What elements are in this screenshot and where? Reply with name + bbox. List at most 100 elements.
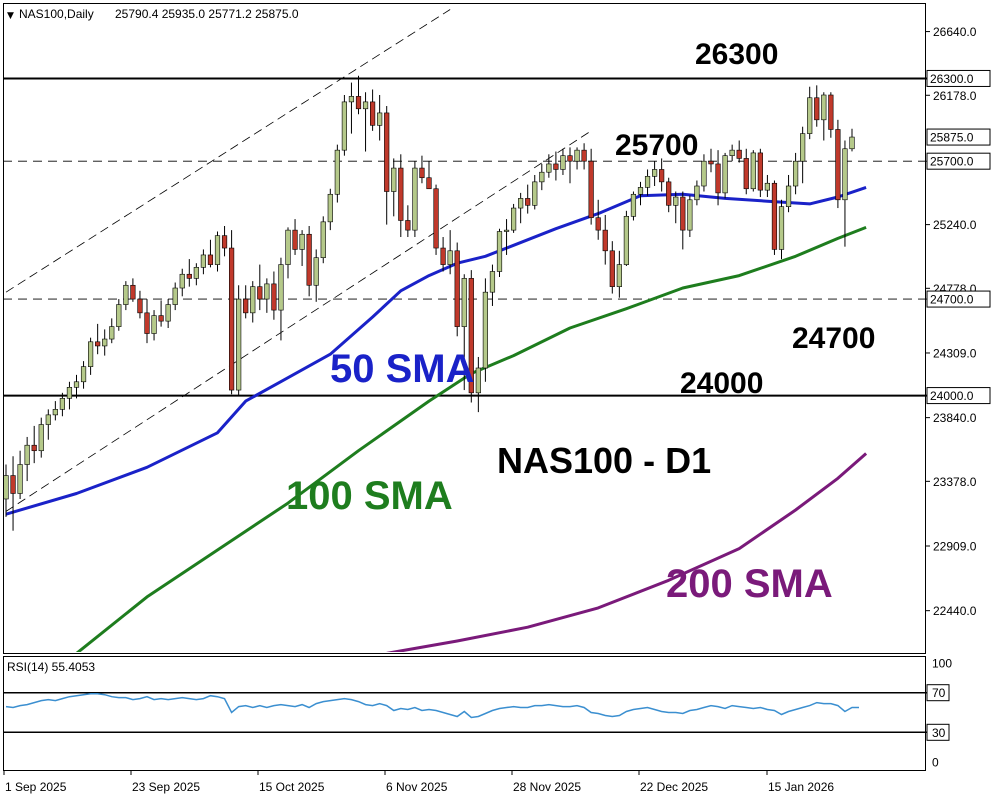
candle [229,230,235,395]
candle [200,249,207,275]
level-price-label: 25700.0 [930,155,974,169]
candle [31,425,37,464]
candle [38,417,44,458]
time-tick-label: 15 Oct 2025 [259,780,325,794]
candle [80,361,87,389]
chart-ohlc: 25790.4 25935.0 25771.2 25875.0 [115,7,299,21]
price-tick-label: 25240.0 [933,218,977,232]
candle-body [306,233,312,286]
candle-body [207,254,214,265]
candle-body [433,188,439,249]
candle [616,250,622,298]
candle [73,374,80,399]
rsi-pane-frame [3,656,926,771]
chart-annotation-title: NAS100 - D1 [497,440,711,481]
candle-body [17,464,23,494]
candle-body [348,96,355,103]
candle-body [532,181,538,206]
candle-body [694,185,700,201]
candle-body [369,101,376,126]
candle [785,174,792,213]
time-tick-label: 28 Nov 2025 [513,780,581,794]
candles [3,75,855,531]
candle [567,147,573,184]
level-price-box [926,290,991,308]
candle [454,242,460,337]
candle-body [602,229,608,252]
candle [546,154,552,178]
candle-body [666,181,672,206]
candle-body [651,169,658,177]
candle-body [214,235,221,265]
header-arrow-icon[interactable]: ▼ [7,11,14,21]
candle-body [327,193,333,223]
candle [722,152,728,199]
candle [602,214,608,265]
candle-body [757,152,763,191]
moving-averages [5,185,868,652]
sma200-label: 200 SMA [666,562,833,606]
candle-body [447,250,453,265]
candle-body [3,475,9,500]
candle-body [785,185,792,207]
candle [66,381,73,410]
candle [334,144,340,203]
candle [398,154,404,238]
candle-body [186,273,192,279]
candle-body [800,133,806,162]
candle [151,310,157,341]
candle [59,392,65,417]
candle-body [200,254,207,268]
candle-body [144,312,150,334]
candle [433,184,439,255]
candle-body [59,398,65,410]
candle [341,95,348,156]
candle-body [736,149,742,159]
candle-body [609,250,615,287]
rsi-label: RSI(14) 55.4053 [7,660,95,674]
channel-line-upper [5,9,451,293]
candle-body [52,409,58,416]
candle-body [172,287,178,305]
candle-body [38,424,44,452]
candle-body [771,182,778,250]
time-tick-label: 22 Dec 2025 [640,780,708,794]
candle-body [384,112,390,192]
level-annotation-26300: 26300 [695,38,778,71]
candle [574,147,580,170]
candle-body [102,338,108,347]
candle-body [313,257,319,286]
candle [440,237,446,272]
candle [130,278,136,302]
candle [236,285,242,396]
candle-body [701,160,707,187]
candle-body [503,229,510,232]
candle [687,195,693,238]
candle-body [489,271,496,293]
candle-body [426,177,432,190]
candle-body [680,196,686,231]
candle [278,257,284,341]
candle [489,264,496,306]
candle-body [278,264,284,311]
candle [715,150,721,206]
candle-body [828,94,834,130]
price-tick-label: 22440.0 [933,604,977,618]
candle [165,299,171,329]
candle-body [193,267,199,279]
candle [313,249,319,302]
rsi-tick-label: 0 [932,756,939,770]
candle [45,409,51,440]
candle [778,199,785,260]
candle [510,203,517,233]
level-annotation-25700: 25700 [615,129,698,162]
price-tick-label: 22909.0 [933,540,977,554]
candle [405,205,411,238]
time-tick-label: 1 Sep 2025 [5,780,67,794]
candle [116,299,122,331]
candle [102,329,108,356]
candle-body [391,167,397,192]
candle [475,356,481,413]
candle-body [510,207,517,231]
